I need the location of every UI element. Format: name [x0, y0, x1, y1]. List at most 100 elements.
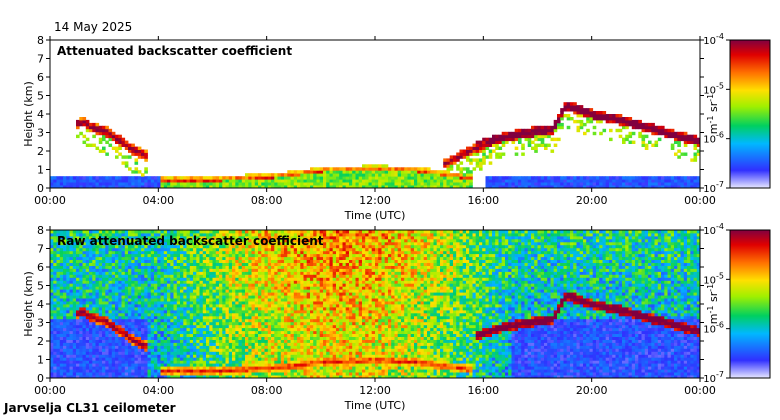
- data-cell: [196, 339, 200, 343]
- data-cell: [72, 298, 77, 302]
- data-cell: [329, 170, 334, 174]
- data-cell: [599, 179, 603, 183]
- data-cell: [95, 233, 100, 237]
- data-cell: [248, 345, 252, 349]
- data-cell: [176, 230, 181, 234]
- data-cell: [50, 262, 54, 266]
- data-cell: [271, 315, 275, 320]
- data-cell: [371, 173, 376, 177]
- data-cell: [258, 372, 262, 376]
- data-cell: [173, 360, 178, 364]
- data-cell: [657, 137, 662, 142]
- data-cell: [76, 134, 80, 139]
- data-cell: [215, 369, 220, 373]
- data-cell: [111, 256, 116, 260]
- data-cell: [349, 170, 353, 174]
- data-cell: [248, 354, 252, 358]
- data-cell: [251, 256, 256, 260]
- data-cell: [521, 128, 525, 133]
- data-cell: [693, 179, 698, 183]
- data-cell: [92, 345, 96, 349]
- data-cell: [251, 233, 256, 237]
- data-cell: [115, 366, 119, 370]
- data-cell: [124, 298, 129, 302]
- data-cell: [644, 176, 649, 180]
- data-cell: [147, 301, 152, 305]
- data-cell: [56, 247, 61, 252]
- data-cell: [631, 182, 636, 186]
- data-cell: [176, 375, 181, 379]
- data-cell: [261, 185, 265, 189]
- data-cell: [215, 253, 220, 258]
- data-cell: [189, 283, 194, 287]
- data-cell: [407, 179, 412, 183]
- data-cell: [111, 235, 116, 240]
- data-cell: [228, 244, 233, 249]
- data-cell: [248, 235, 252, 240]
- data-cell: [108, 327, 113, 332]
- data-cell: [501, 134, 506, 139]
- data-cell: [50, 247, 54, 252]
- data-cell: [144, 372, 148, 376]
- data-cell: [56, 351, 61, 355]
- data-cell: [199, 354, 204, 358]
- data-cell: [245, 280, 249, 284]
- data-cell: [76, 295, 80, 299]
- data-cell: [53, 185, 57, 189]
- data-cell: [202, 307, 207, 311]
- data-cell: [196, 342, 200, 346]
- data-cell: [271, 312, 275, 317]
- data-cell: [540, 182, 545, 186]
- data-cell: [144, 170, 148, 174]
- data-cell: [264, 304, 269, 308]
- data-cell: [167, 250, 171, 255]
- data-cell: [176, 247, 181, 252]
- data-cell: [206, 176, 210, 180]
- data-cell: [202, 333, 207, 337]
- data-cell: [144, 330, 148, 334]
- data-cell: [128, 146, 132, 150]
- data-cell: [267, 301, 272, 305]
- data-cell: [92, 176, 96, 180]
- data-cell: [134, 339, 139, 343]
- data-cell: [154, 176, 158, 180]
- data-cell: [173, 244, 178, 249]
- data-cell: [612, 179, 616, 183]
- data-cell: [264, 321, 269, 326]
- data-cell: [280, 182, 285, 186]
- data-cell: [566, 117, 571, 121]
- data-cell: [241, 342, 246, 346]
- data-cell: [150, 321, 155, 326]
- data-cell: [592, 114, 597, 118]
- data-cell: [121, 295, 126, 299]
- data-cell: [199, 262, 204, 266]
- data-cell: [66, 253, 70, 258]
- data-cell: [570, 176, 574, 180]
- data-cell: [241, 321, 246, 326]
- data-cell: [189, 230, 194, 234]
- data-cell: [79, 244, 83, 249]
- data-cell: [258, 304, 262, 308]
- data-cell: [186, 256, 191, 260]
- data-cell: [105, 250, 109, 255]
- data-cell: [115, 348, 119, 352]
- data-cell: [137, 339, 142, 343]
- data-cell: [397, 179, 402, 183]
- data-cell: [102, 179, 106, 183]
- data-cell: [576, 125, 581, 130]
- data-cell: [466, 146, 470, 150]
- data-cell: [82, 241, 87, 246]
- data-cell: [202, 271, 207, 275]
- data-cell: [147, 336, 152, 340]
- data-cell: [89, 253, 93, 258]
- data-cell: [131, 256, 135, 260]
- data-cell: [235, 289, 239, 293]
- data-cell: [527, 185, 532, 189]
- data-cell: [144, 327, 148, 332]
- data-cell: [82, 283, 87, 287]
- data-cell: [131, 268, 135, 272]
- data-cell: [521, 134, 525, 139]
- data-cell: [261, 307, 265, 311]
- data-cell: [163, 176, 168, 180]
- data-cell: [264, 372, 269, 376]
